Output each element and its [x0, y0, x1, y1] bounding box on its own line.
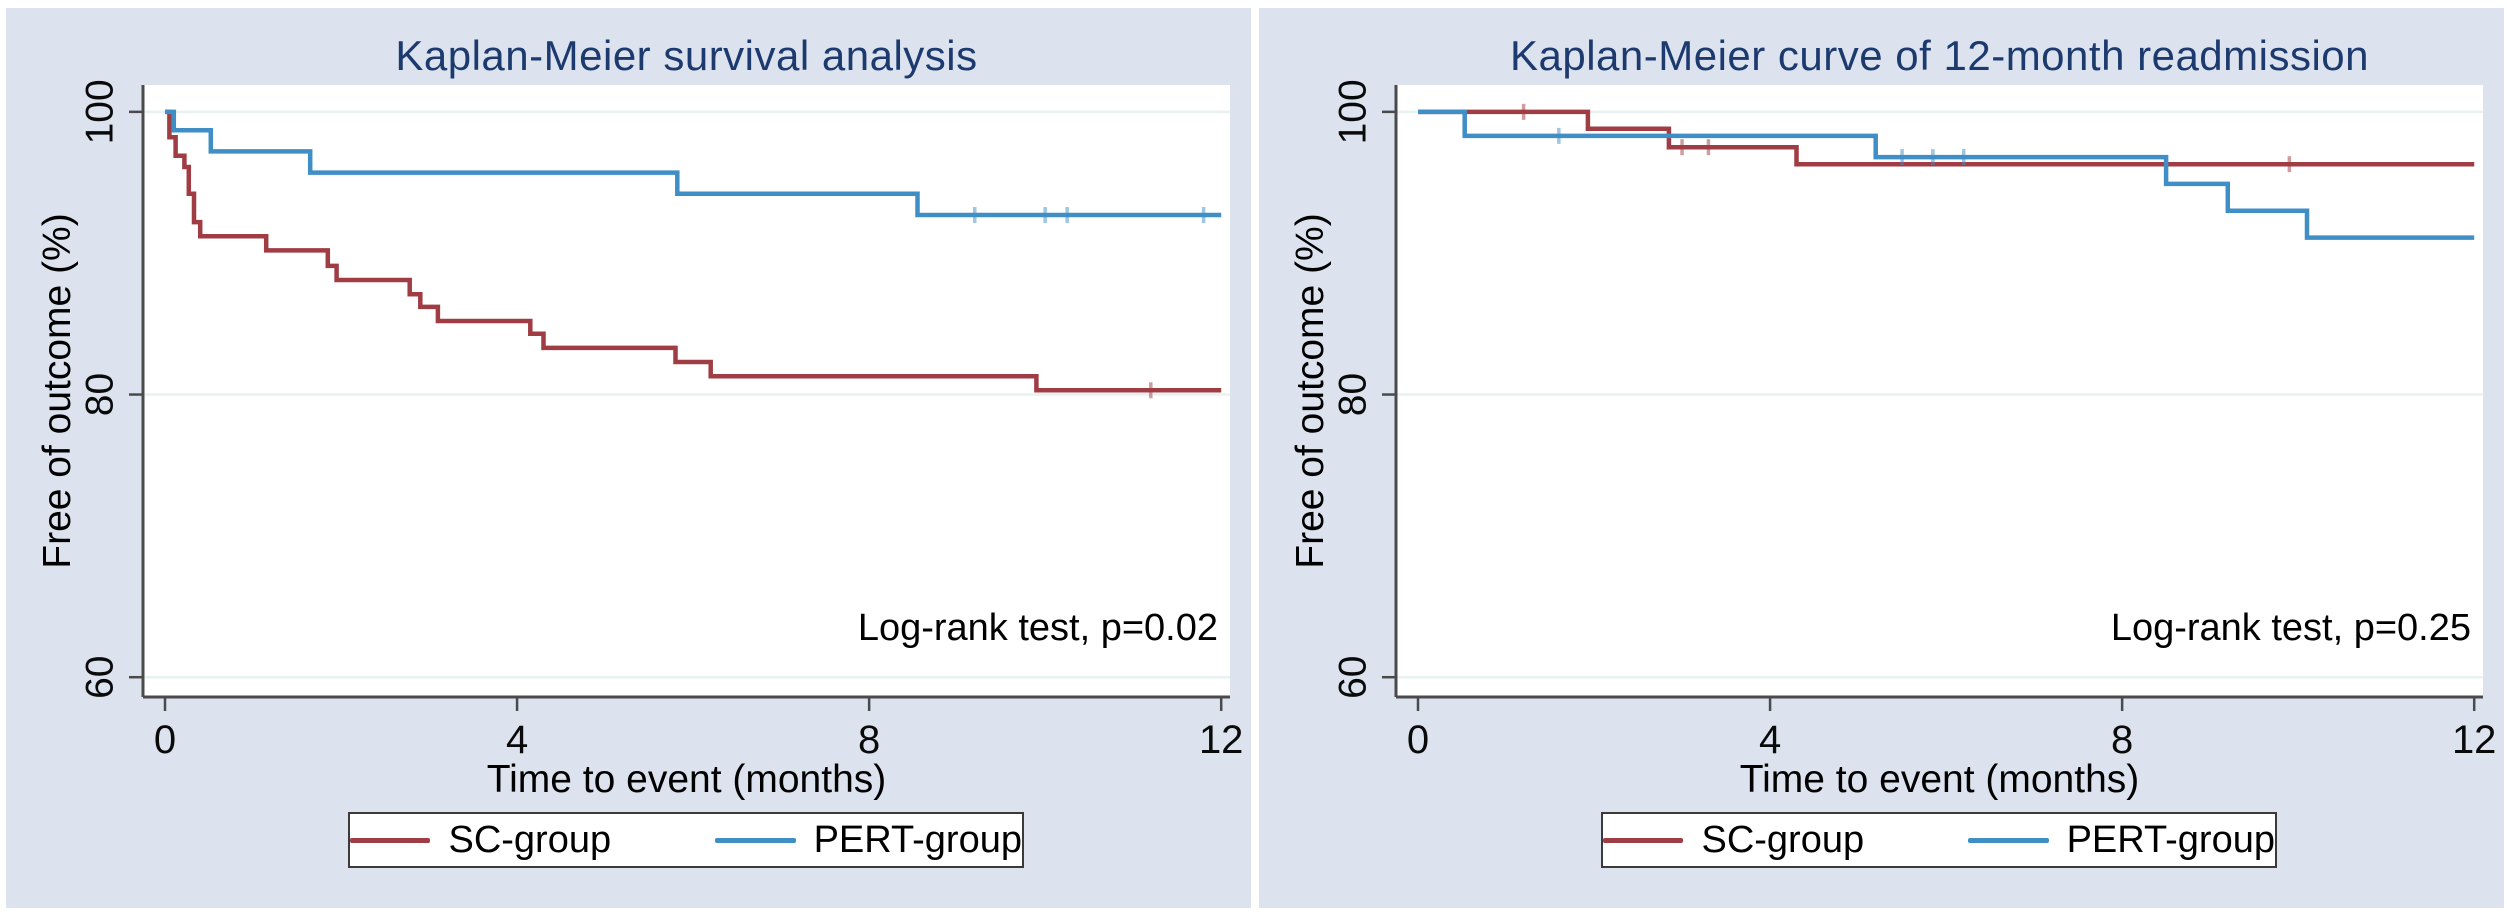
km-curve-sc-group [165, 109, 1222, 393]
log-rank-annotation: Log-rank test, p=0.02 [857, 607, 1218, 649]
x-tick-label-12: 12 [1199, 718, 1244, 762]
x-tick-label-8: 8 [858, 718, 880, 762]
legend-line-pert [1968, 837, 2049, 843]
legend-line-sc [1603, 837, 1684, 843]
x-tick-label-0: 0 [154, 718, 176, 762]
km-panel-readmission: 60 80 100 0 4 8 12 Kaplan-Meier curve of 12-mo… [1259, 8, 2504, 908]
legend-label-sc: SC-group [1701, 818, 1865, 861]
y-tick-label-80: 80 [1332, 373, 1375, 416]
y-axis-label: Free of outcome (%) [36, 213, 79, 569]
x-axis-label: Time to event (months) [1739, 758, 2140, 801]
y-tick-label-60: 60 [79, 656, 122, 699]
y-axis-label: Free of outcome (%) [1289, 213, 1332, 569]
legend: SC-group PERT-group [1601, 812, 2277, 868]
x-axis-label: Time to event (months) [486, 758, 887, 801]
x-tick-label-4: 4 [506, 718, 528, 762]
x-tick-label-4: 4 [1759, 718, 1781, 762]
y-tick-label-100: 100 [1332, 79, 1375, 144]
legend-line-pert [715, 837, 796, 843]
plot-background [1396, 85, 2483, 697]
chart-title: Kaplan-Meier curve of 12-month readmissi… [1509, 32, 2370, 79]
legend-line-sc [350, 837, 431, 843]
km-plot-survival: 60 80 100 0 4 8 12 [79, 79, 1244, 762]
legend: SC-group PERT-group [348, 812, 1024, 868]
legend-label-pert: PERT-group [2066, 818, 2275, 861]
chart-title: Kaplan-Meier survival analysis [395, 32, 978, 79]
km-panel-survival: 60 80 100 0 4 8 12 Kaplan-Meier survival analy… [6, 8, 1251, 908]
x-tick-label-0: 0 [1407, 718, 1429, 762]
x-tick-label-8: 8 [2111, 718, 2133, 762]
legend-label-pert: PERT-group [813, 818, 1022, 861]
km-curve-pert-group [1418, 109, 2475, 240]
km-plot-readmission: 60 80 100 0 4 8 12 [1332, 79, 2497, 762]
log-rank-annotation: Log-rank test, p=0.25 [2110, 607, 2471, 649]
y-tick-label-80: 80 [79, 373, 122, 416]
km-curve-pert-group [165, 109, 1222, 218]
y-tick-label-60: 60 [1332, 656, 1375, 699]
x-tick-label-12: 12 [2452, 718, 2497, 762]
legend-label-sc: SC-group [448, 818, 612, 861]
y-tick-label-100: 100 [79, 79, 122, 144]
